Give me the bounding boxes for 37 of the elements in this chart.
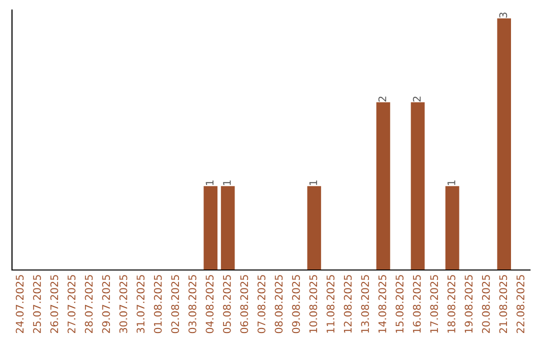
x-tick-label: 18.08.2025 bbox=[447, 275, 456, 333]
x-tick-label: 06.08.2025 bbox=[240, 275, 248, 334]
x-tick-label: 25.07.2025 bbox=[33, 275, 41, 334]
x-tick-label: 01.08.2025 bbox=[154, 275, 162, 334]
x-tick-label: 09.08.2025 bbox=[292, 275, 300, 334]
x-tick-label: 10.08.2025 bbox=[309, 275, 318, 333]
x-tick-label: 28.07.2025 bbox=[84, 275, 93, 334]
data-label: 2 bbox=[378, 96, 386, 102]
x-tick-label: 07.08.2025 bbox=[258, 275, 266, 334]
x-tick-label: 16.08.2025 bbox=[412, 275, 421, 333]
x-tick-label: 22.08.2025 bbox=[516, 275, 524, 334]
data-label: 2 bbox=[412, 96, 421, 102]
x-tick-label: 14.08.2025 bbox=[378, 275, 386, 333]
x-tick-label: 08.08.2025 bbox=[274, 275, 283, 334]
x-tick-label: 05.08.2025 bbox=[222, 275, 231, 334]
x-tick-label: 03.08.2025 bbox=[188, 275, 196, 334]
x-tick-label: 17.08.2025 bbox=[430, 275, 438, 333]
x-tick-label: 29.07.2025 bbox=[102, 275, 110, 334]
x-tick-label: 02.08.2025 bbox=[171, 275, 180, 334]
x-tick-label: 13.08.2025 bbox=[361, 275, 369, 333]
data-label: 1 bbox=[223, 180, 231, 185]
x-tick-label: 04.08.2025 bbox=[206, 275, 214, 334]
x-tick-label: 20.08.2025 bbox=[482, 275, 490, 334]
x-tick-label: 11.08.2025 bbox=[326, 275, 334, 333]
x-tick-label: 26.07.2025 bbox=[50, 275, 58, 334]
data-label: 3 bbox=[499, 12, 508, 18]
data-label: 1 bbox=[206, 180, 214, 185]
x-tick-label: 12.08.2025 bbox=[344, 275, 352, 333]
x-tick-label: 31.07.2025 bbox=[136, 275, 145, 334]
x-tick-label: 30.07.2025 bbox=[119, 275, 128, 334]
x-tick-label: 27.07.2025 bbox=[68, 275, 76, 334]
data-label: 1 bbox=[448, 180, 456, 185]
x-tick-label: 19.08.2025 bbox=[464, 275, 473, 333]
x-tick-label: 21.08.2025 bbox=[499, 275, 508, 334]
data-label: 1 bbox=[309, 180, 318, 185]
x-tick-label: 24.07.2025 bbox=[16, 275, 24, 334]
x-tick-label: 15.08.2025 bbox=[396, 275, 404, 333]
